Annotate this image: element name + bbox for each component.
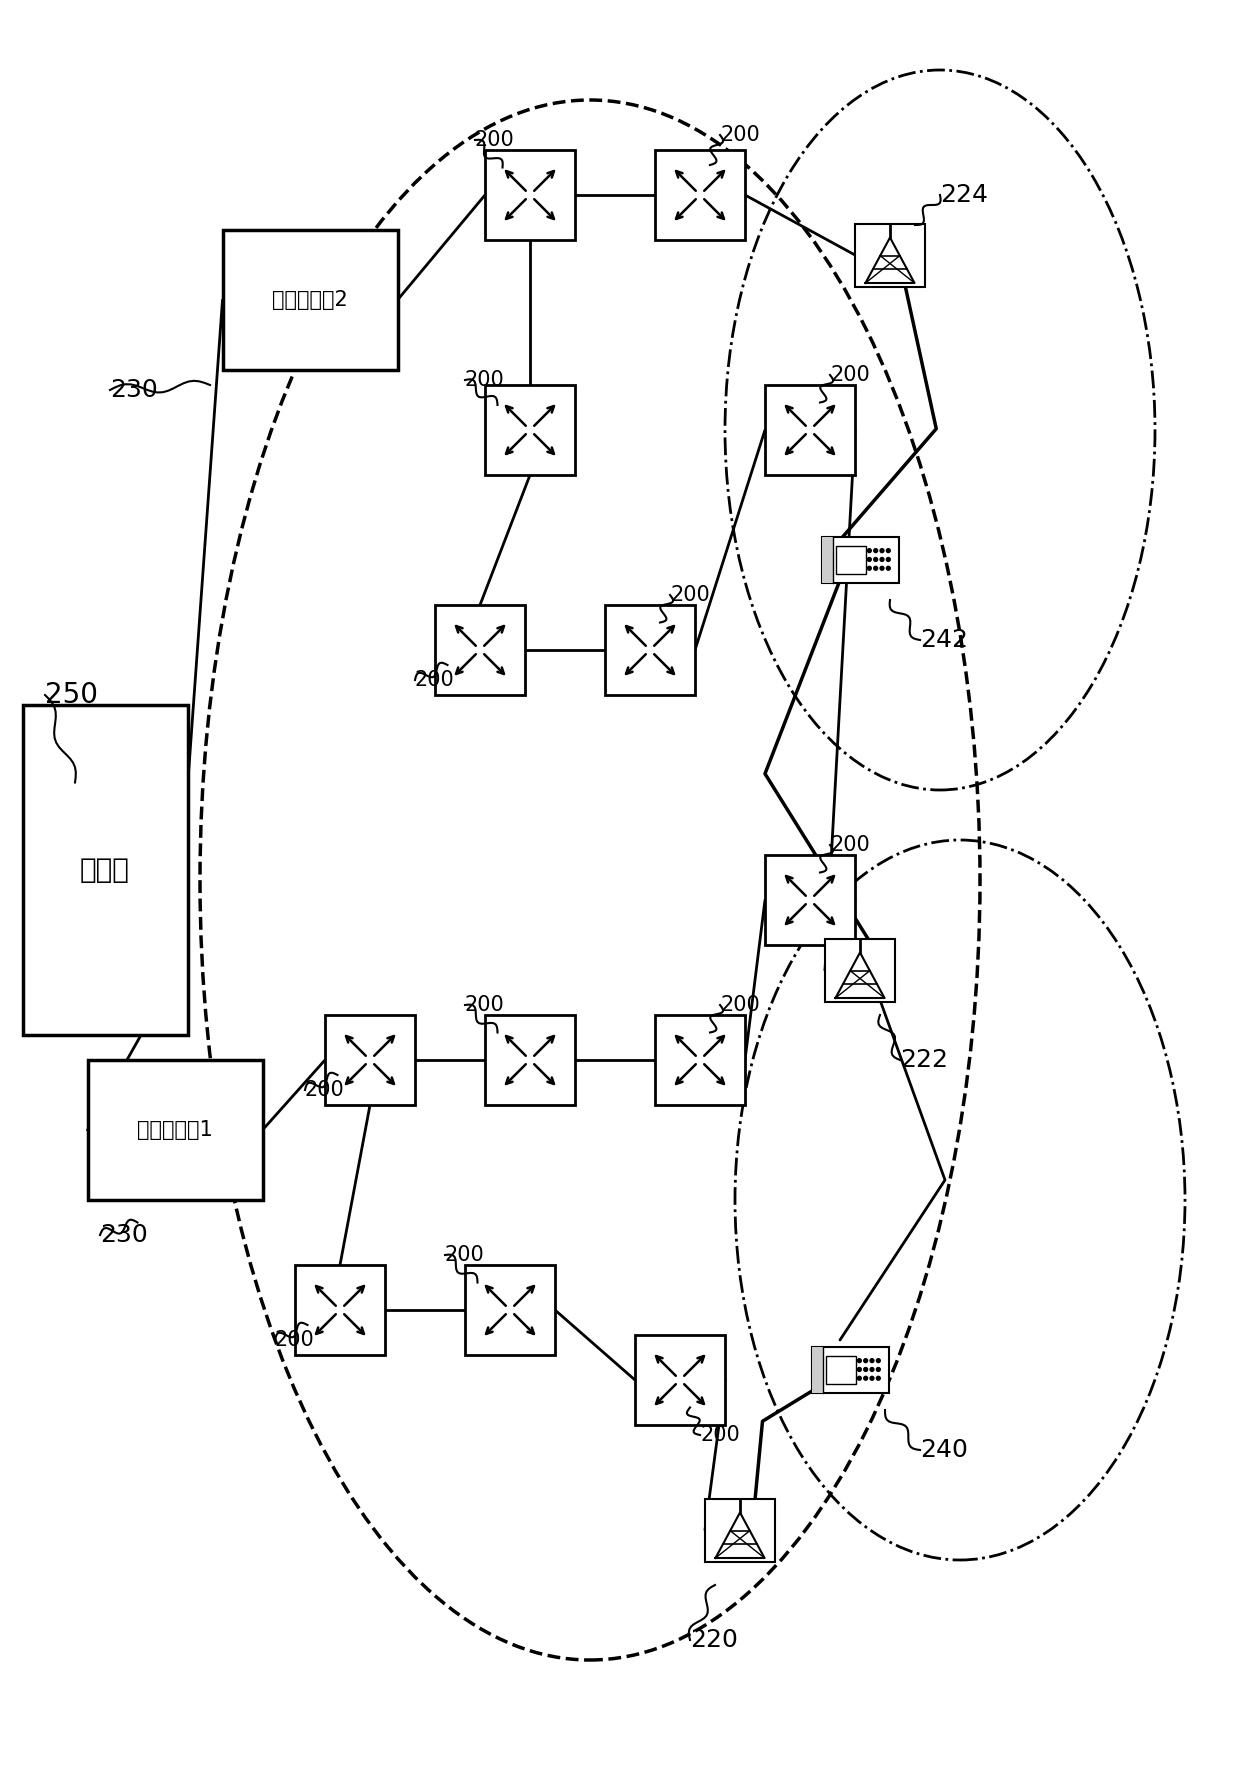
- Circle shape: [887, 566, 890, 569]
- FancyBboxPatch shape: [295, 1264, 384, 1354]
- Circle shape: [870, 1367, 874, 1372]
- Text: 回步主节点1: 回步主节点1: [138, 1119, 213, 1140]
- Text: 250: 250: [45, 681, 98, 709]
- Text: 220: 220: [689, 1628, 738, 1651]
- Text: 协调器: 协调器: [81, 856, 130, 884]
- Text: 242: 242: [920, 628, 968, 652]
- Bar: [821, 537, 899, 583]
- Text: 回步主节点2: 回步主节点2: [272, 290, 348, 309]
- FancyBboxPatch shape: [485, 150, 575, 240]
- Bar: [821, 537, 833, 583]
- Circle shape: [877, 1360, 880, 1363]
- FancyBboxPatch shape: [655, 150, 745, 240]
- Bar: [826, 1356, 856, 1384]
- Text: 200: 200: [830, 364, 869, 385]
- Text: 200: 200: [465, 370, 505, 391]
- Bar: [836, 546, 866, 575]
- FancyBboxPatch shape: [465, 1264, 556, 1354]
- FancyBboxPatch shape: [765, 385, 856, 476]
- Text: 224: 224: [940, 184, 988, 207]
- Text: 200: 200: [830, 834, 869, 856]
- FancyBboxPatch shape: [605, 605, 694, 695]
- Text: 200: 200: [720, 995, 760, 1015]
- Text: 200: 200: [415, 670, 455, 690]
- Text: 200: 200: [670, 585, 709, 605]
- FancyBboxPatch shape: [325, 1015, 415, 1105]
- Text: 240: 240: [920, 1437, 968, 1462]
- Circle shape: [877, 1376, 880, 1381]
- Circle shape: [868, 557, 872, 562]
- Text: 222: 222: [900, 1048, 949, 1071]
- Text: 200: 200: [720, 126, 760, 145]
- Circle shape: [857, 1376, 862, 1381]
- Circle shape: [874, 548, 878, 553]
- FancyBboxPatch shape: [485, 385, 575, 476]
- Circle shape: [864, 1367, 868, 1372]
- Text: 230: 230: [100, 1223, 148, 1246]
- Circle shape: [874, 557, 878, 562]
- Bar: [825, 939, 895, 1001]
- FancyBboxPatch shape: [435, 605, 525, 695]
- Circle shape: [880, 557, 884, 562]
- Bar: [706, 1499, 775, 1561]
- Circle shape: [868, 548, 872, 553]
- Text: 200: 200: [275, 1330, 315, 1351]
- Text: 200: 200: [465, 995, 505, 1015]
- Text: 200: 200: [701, 1425, 740, 1444]
- Text: 200: 200: [475, 131, 515, 150]
- Circle shape: [870, 1376, 874, 1381]
- Bar: [222, 230, 398, 370]
- Circle shape: [870, 1360, 874, 1363]
- FancyBboxPatch shape: [635, 1335, 725, 1425]
- FancyBboxPatch shape: [655, 1015, 745, 1105]
- Circle shape: [877, 1367, 880, 1372]
- Bar: [88, 1061, 263, 1200]
- Bar: [22, 705, 187, 1034]
- Circle shape: [868, 566, 872, 569]
- Circle shape: [874, 566, 878, 569]
- Bar: [856, 223, 925, 286]
- Circle shape: [887, 557, 890, 562]
- Circle shape: [864, 1360, 868, 1363]
- Circle shape: [880, 548, 884, 553]
- Text: 200: 200: [305, 1080, 345, 1100]
- FancyBboxPatch shape: [485, 1015, 575, 1105]
- Text: 200: 200: [445, 1245, 485, 1264]
- Circle shape: [857, 1360, 862, 1363]
- Text: 230: 230: [110, 378, 157, 401]
- Circle shape: [864, 1376, 868, 1381]
- FancyBboxPatch shape: [765, 856, 856, 946]
- Bar: [811, 1347, 889, 1393]
- Circle shape: [880, 566, 884, 569]
- Bar: [811, 1347, 823, 1393]
- Circle shape: [887, 548, 890, 553]
- Circle shape: [857, 1367, 862, 1372]
